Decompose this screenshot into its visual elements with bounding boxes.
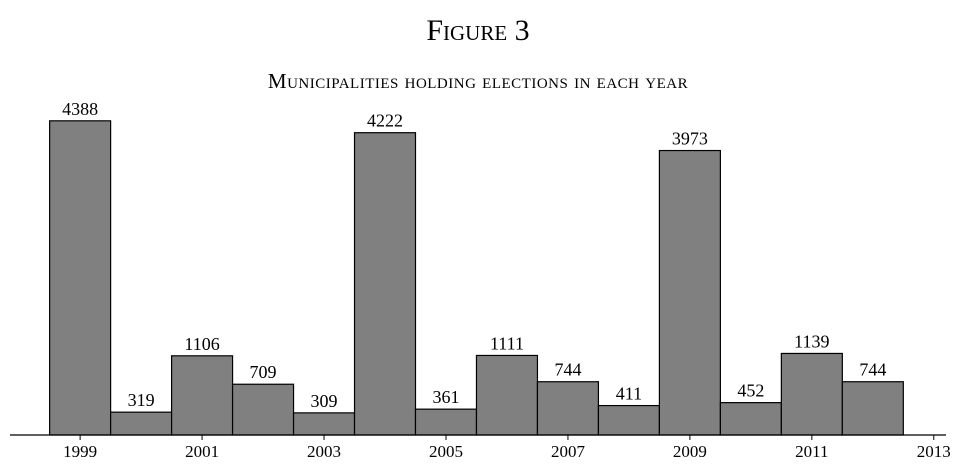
bar: [231, 383, 295, 436]
bar: [414, 408, 478, 436]
chart-title: Figure 3: [426, 14, 529, 47]
value-label: 709: [250, 362, 277, 382]
bar: [49, 120, 112, 436]
value-label: 452: [737, 381, 764, 401]
bar: [475, 354, 539, 436]
value-label: 744: [859, 360, 886, 380]
x-tick-label: 2011: [795, 442, 828, 461]
x-tick-label: 2007: [551, 442, 586, 461]
value-label: 744: [554, 360, 581, 380]
bar: [170, 355, 234, 436]
bar: [292, 412, 356, 436]
value-label: 309: [311, 391, 338, 411]
x-tick-label: 2001: [185, 442, 219, 461]
value-label: 3973: [672, 129, 708, 149]
value-label: 361: [432, 387, 459, 407]
bar: [719, 402, 782, 436]
x-tick-label: 2009: [673, 442, 707, 461]
bar: [841, 381, 904, 436]
x-tick-label: 2013: [917, 442, 951, 461]
value-label: 1139: [794, 331, 829, 351]
value-label: 319: [128, 390, 155, 410]
bar: [597, 404, 661, 436]
chart-subtitle: Municipalities holding elections in each…: [268, 69, 688, 93]
value-label: 1106: [184, 334, 219, 354]
value-label: 4388: [62, 99, 98, 119]
x-tick-label: 2005: [429, 442, 463, 461]
bar: [110, 411, 173, 436]
value-label: 411: [616, 384, 642, 404]
x-tick-label: 1999: [63, 442, 97, 461]
value-label: 1111: [490, 333, 524, 353]
x-tick-label: 2003: [307, 442, 341, 461]
bar: [780, 352, 843, 436]
bar: [353, 132, 417, 436]
bar: [536, 381, 600, 436]
bar: [658, 149, 721, 436]
value-label: 4222: [367, 111, 403, 131]
